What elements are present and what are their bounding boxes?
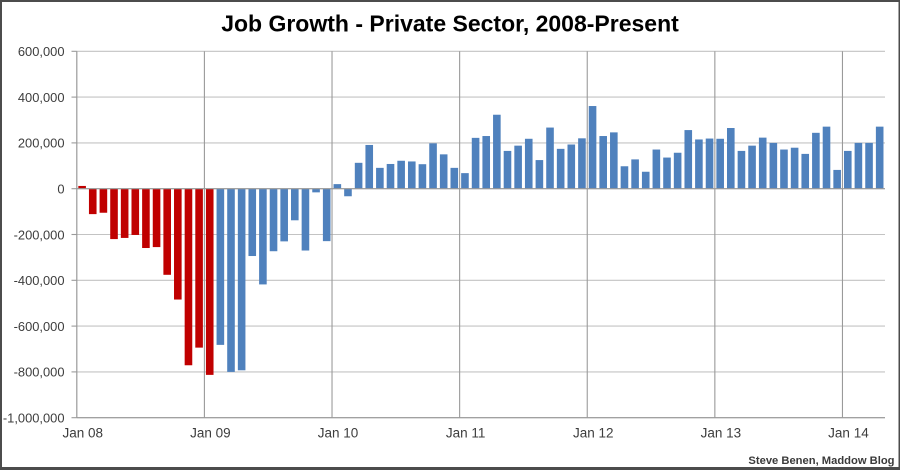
svg-text:0: 0 [57, 182, 64, 197]
svg-text:-400,000: -400,000 [14, 273, 65, 288]
svg-text:200,000: 200,000 [18, 136, 65, 151]
svg-text:Jan 13: Jan 13 [701, 426, 742, 441]
svg-text:-600,000: -600,000 [14, 319, 65, 334]
svg-text:-800,000: -800,000 [14, 365, 65, 380]
svg-text:-1,000,000: -1,000,000 [3, 411, 65, 426]
svg-text:Job Growth - Private Sector, 2: Job Growth - Private Sector, 2008-Presen… [221, 11, 679, 37]
svg-text:Steve Benen, Maddow Blog: Steve Benen, Maddow Blog [748, 455, 894, 467]
svg-text:Jan 10: Jan 10 [318, 426, 359, 441]
svg-text:Jan 14: Jan 14 [828, 426, 869, 441]
svg-text:400,000: 400,000 [18, 90, 65, 105]
svg-text:Jan 08: Jan 08 [63, 426, 104, 441]
svg-text:-200,000: -200,000 [14, 227, 65, 242]
svg-text:Jan 12: Jan 12 [573, 426, 614, 441]
svg-text:Jan 11: Jan 11 [446, 426, 486, 441]
svg-text:Jan 09: Jan 09 [190, 426, 231, 441]
svg-text:600,000: 600,000 [18, 44, 65, 59]
